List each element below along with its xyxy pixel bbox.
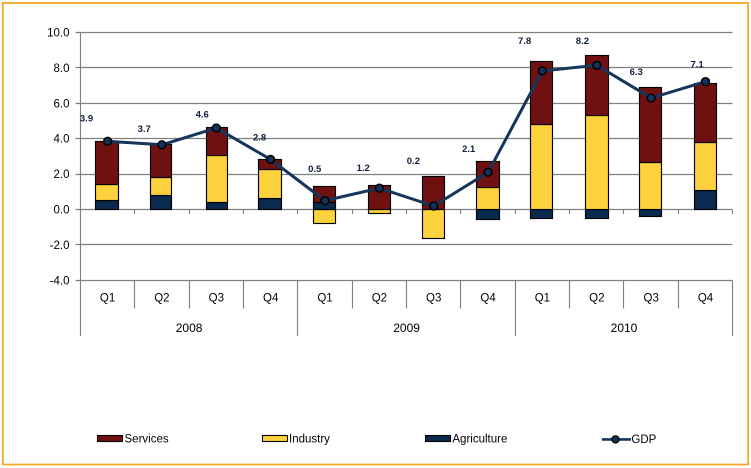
svg-text:10.0: 10.0 — [47, 27, 69, 39]
svg-text:Q1: Q1 — [317, 293, 332, 305]
svg-text:0.0: 0.0 — [54, 205, 70, 217]
svg-text:2.1: 2.1 — [462, 144, 476, 155]
svg-text:8.2: 8.2 — [576, 36, 589, 47]
svg-text:Industry: Industry — [289, 434, 330, 446]
svg-text:Agriculture: Agriculture — [452, 434, 507, 446]
svg-text:Q4: Q4 — [480, 293, 496, 305]
svg-text:7.8: 7.8 — [518, 36, 531, 47]
svg-text:0.2: 0.2 — [407, 156, 420, 167]
svg-text:2.8: 2.8 — [253, 132, 266, 143]
svg-text:Q3: Q3 — [209, 293, 224, 305]
svg-text:2010: 2010 — [611, 321, 638, 335]
svg-text:2.0: 2.0 — [54, 169, 70, 181]
svg-text:3.7: 3.7 — [138, 124, 151, 135]
svg-text:4.6: 4.6 — [196, 110, 209, 121]
svg-text:Q3: Q3 — [644, 293, 659, 305]
svg-text:Q1: Q1 — [100, 293, 115, 305]
svg-text:2009: 2009 — [393, 321, 420, 335]
svg-text:Q1: Q1 — [535, 293, 550, 305]
svg-text:Services: Services — [125, 434, 169, 446]
svg-text:Q2: Q2 — [372, 293, 387, 305]
svg-text:8.0: 8.0 — [54, 63, 70, 75]
svg-text:Q2: Q2 — [154, 293, 169, 305]
svg-text:6.0: 6.0 — [54, 98, 70, 110]
svg-text:2008: 2008 — [176, 321, 203, 335]
svg-text:4.0: 4.0 — [54, 134, 70, 146]
svg-text:-2.0: -2.0 — [50, 240, 70, 252]
svg-text:3.9: 3.9 — [80, 114, 93, 125]
svg-text:7.1: 7.1 — [690, 60, 704, 71]
svg-text:6.3: 6.3 — [630, 67, 643, 78]
svg-text:-4.0: -4.0 — [50, 276, 70, 288]
svg-text:Q4: Q4 — [698, 293, 714, 305]
svg-text:0.5: 0.5 — [308, 164, 322, 175]
svg-text:1.2: 1.2 — [357, 163, 370, 174]
svg-text:Q4: Q4 — [263, 293, 279, 305]
svg-text:GDP: GDP — [631, 434, 656, 446]
svg-text:Q3: Q3 — [426, 293, 441, 305]
svg-text:Q2: Q2 — [589, 293, 604, 305]
